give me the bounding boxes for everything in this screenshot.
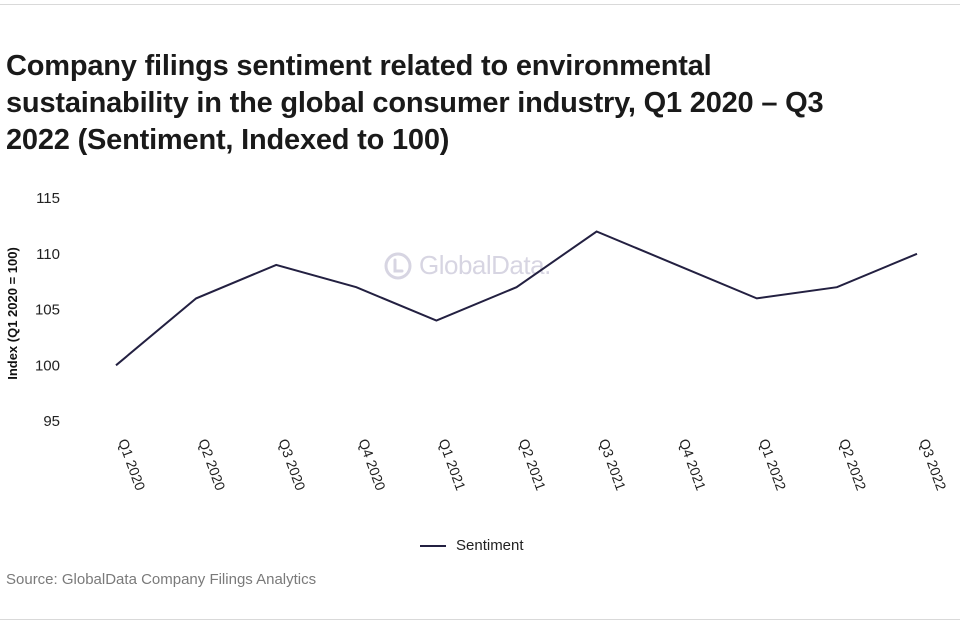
globaldata-watermark: GlobalData.	[383, 250, 551, 281]
legend-label-sentiment: Sentiment	[456, 537, 524, 554]
y-tick-label: 105	[35, 302, 60, 319]
x-tick-label: Q1 2021	[436, 437, 469, 493]
x-tick-label: Q3 2021	[596, 437, 629, 493]
x-tick-label: Q4 2021	[676, 437, 709, 493]
series-line-sentiment	[115, 230, 918, 367]
x-tick-label: Q2 2020	[195, 437, 228, 493]
x-tick-label: Q1 2022	[756, 437, 789, 493]
chart-title: Company filings sentiment related to env…	[6, 50, 824, 156]
bottom-divider	[0, 619, 960, 620]
x-tick-label: Q2 2021	[516, 437, 549, 493]
y-axis-label: Index (Q1 2020 = 100)	[5, 247, 20, 380]
x-tick-label: Q3 2022	[916, 437, 949, 493]
source-note: Source: GlobalData Company Filings Analy…	[6, 571, 317, 588]
legend: Sentiment	[420, 537, 524, 554]
x-tick-label: Q4 2020	[355, 437, 388, 493]
x-tick-label: Q3 2020	[275, 437, 308, 493]
y-tick-label: 115	[36, 190, 60, 207]
x-tick-label: Q1 2020	[115, 437, 148, 493]
legend-swatch-sentiment	[420, 544, 446, 547]
globaldata-logo-icon	[384, 252, 412, 279]
y-tick-label: 110	[36, 246, 60, 263]
y-tick-label: 95	[43, 413, 60, 430]
watermark-text: GlobalData.	[419, 250, 551, 280]
x-tick-label: Q2 2022	[836, 437, 869, 493]
y-tick-label: 100	[35, 357, 60, 374]
top-divider	[0, 4, 960, 5]
